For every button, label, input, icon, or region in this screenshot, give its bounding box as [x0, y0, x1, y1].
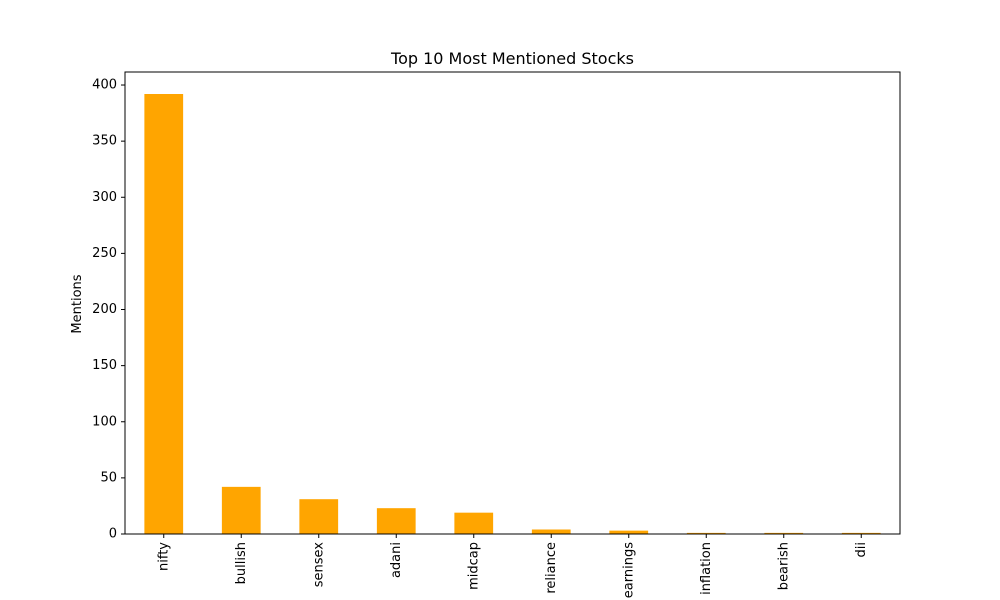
x-tick-label-inflation: inflation — [699, 542, 714, 595]
bar-inflation — [686, 532, 726, 534]
bars-group — [144, 94, 881, 534]
plot-frame — [124, 71, 901, 535]
x-tick-label-adani: adani — [389, 542, 404, 578]
bar-dii — [841, 532, 881, 534]
y-axis-label: Mentions — [70, 274, 85, 333]
y-tick-label-100: 100 — [92, 414, 117, 429]
bar-bullish — [221, 486, 261, 534]
x-tick-label-sensex: sensex — [311, 542, 326, 588]
bar-midcap — [454, 512, 494, 534]
x-tick-label-nifty: nifty — [156, 542, 171, 571]
y-tick-label-350: 350 — [92, 134, 117, 149]
x-tick-label-reliance: reliance — [544, 542, 559, 594]
y-tick-label-400: 400 — [92, 78, 117, 93]
y-tick-label-50: 50 — [100, 470, 117, 485]
x-axis: nifty bullish sensex adani midcap reliance ear… — [156, 534, 869, 598]
bar-nifty — [144, 94, 184, 534]
bar-bearish — [764, 532, 804, 534]
y-axis: 0 50 100 150 200 250 300 350 400 — [92, 78, 125, 542]
bar-earnings — [609, 530, 649, 534]
x-tick-label-dii: dii — [854, 542, 869, 557]
chart-title: Top 10 Most Mentioned Stocks — [390, 49, 634, 68]
bar-reliance — [531, 529, 571, 534]
bar-adani — [376, 508, 416, 534]
y-tick-label-150: 150 — [92, 358, 117, 373]
x-tick-label-bearish: bearish — [776, 542, 791, 590]
y-tick-label-0: 0 — [109, 527, 117, 542]
x-tick-label-earnings: earnings — [621, 542, 636, 598]
y-tick-label-200: 200 — [92, 302, 117, 317]
x-tick-label-bullish: bullish — [234, 542, 249, 584]
y-tick-label-300: 300 — [92, 190, 117, 205]
y-tick-label-250: 250 — [92, 246, 117, 261]
x-tick-label-midcap: midcap — [466, 542, 481, 590]
bar-sensex — [299, 499, 339, 534]
